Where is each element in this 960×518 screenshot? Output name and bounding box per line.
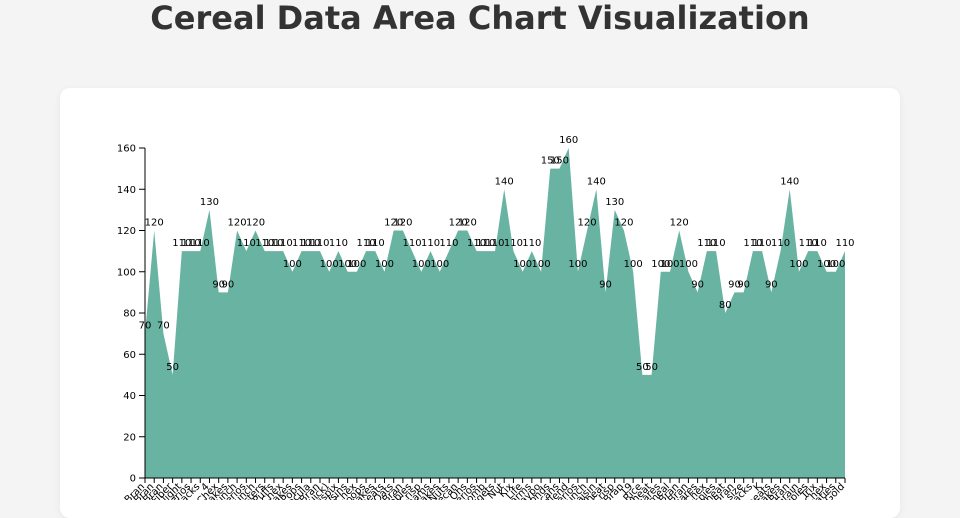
data-label: 110 bbox=[808, 238, 827, 249]
data-label: 100 bbox=[660, 259, 679, 270]
data-label: 160 bbox=[559, 135, 578, 146]
y-tick-label: 100 bbox=[117, 267, 136, 278]
data-label: 50 bbox=[166, 362, 179, 373]
data-label: 70 bbox=[157, 321, 170, 332]
data-label: 110 bbox=[743, 238, 762, 249]
data-label: 90 bbox=[737, 279, 750, 290]
data-label: 100 bbox=[679, 259, 698, 270]
chart-card: 0 20 40 60 80 100 120 140 160 Bran Bran Bran Fiber De… bbox=[60, 88, 900, 518]
data-label: 110 bbox=[329, 238, 348, 249]
y-tick-label: 120 bbox=[117, 226, 136, 237]
data-label: 100 bbox=[347, 259, 366, 270]
data-label: 120 bbox=[670, 218, 689, 229]
data-label: 150 bbox=[541, 156, 560, 167]
data-label: 90 bbox=[599, 279, 612, 290]
data-label: 110 bbox=[366, 238, 385, 249]
data-label: 120 bbox=[145, 218, 164, 229]
data-label: 100 bbox=[789, 259, 808, 270]
data-label: 110 bbox=[835, 238, 854, 249]
data-label: 110 bbox=[237, 238, 256, 249]
y-tick-label: 160 bbox=[117, 144, 136, 155]
data-label: 100 bbox=[338, 259, 357, 270]
data-label: 120 bbox=[578, 218, 597, 229]
data-label: 100 bbox=[430, 259, 449, 270]
data-label: 120 bbox=[384, 218, 403, 229]
data-label: 110 bbox=[476, 238, 495, 249]
x-axis: BranBranBranFiberDelightCheeriosJacks4Ch… bbox=[123, 477, 847, 500]
data-label: 110 bbox=[403, 238, 422, 249]
area-chart: 0 20 40 60 80 100 120 140 160 BranBranBranFiberDe… bbox=[117, 135, 855, 500]
data-label: 140 bbox=[780, 176, 799, 187]
y-tick-label: 80 bbox=[123, 309, 136, 320]
data-label: 110 bbox=[771, 238, 790, 249]
data-label: 100 bbox=[568, 259, 587, 270]
page-title: Cereal Data Area Chart Visualization bbox=[150, 0, 810, 37]
data-label: 50 bbox=[645, 362, 658, 373]
data-label: 90 bbox=[212, 279, 225, 290]
data-label: 110 bbox=[467, 238, 486, 249]
data-label: 110 bbox=[421, 238, 440, 249]
data-label: 90 bbox=[691, 279, 704, 290]
data-label: 120 bbox=[614, 218, 633, 229]
data-label: 150 bbox=[550, 156, 569, 167]
data-label: 110 bbox=[191, 238, 210, 249]
data-label: 100 bbox=[412, 259, 431, 270]
data-label: 110 bbox=[439, 238, 458, 249]
data-label: 120 bbox=[228, 218, 247, 229]
data-label: 80 bbox=[719, 300, 732, 311]
data-label: 90 bbox=[765, 279, 778, 290]
data-label: 100 bbox=[320, 259, 339, 270]
data-label: 90 bbox=[728, 279, 741, 290]
data-label: 100 bbox=[826, 259, 845, 270]
data-label: 110 bbox=[357, 238, 376, 249]
data-label: 120 bbox=[393, 218, 412, 229]
data-label: 100 bbox=[817, 259, 836, 270]
data-label: 130 bbox=[200, 197, 219, 208]
data-label: 130 bbox=[605, 197, 624, 208]
data-label: 110 bbox=[292, 238, 311, 249]
y-tick-label: 140 bbox=[117, 185, 136, 196]
data-label: 120 bbox=[449, 218, 468, 229]
y-tick-label: 20 bbox=[123, 432, 136, 443]
data-label: 120 bbox=[458, 218, 477, 229]
data-label: 110 bbox=[799, 238, 818, 249]
data-label: 140 bbox=[495, 176, 514, 187]
data-label: 100 bbox=[283, 259, 302, 270]
y-tick-label: 0 bbox=[130, 474, 136, 485]
data-labels: 7012070501101101101309090120110120110110… bbox=[139, 135, 855, 373]
data-label: 110 bbox=[255, 238, 274, 249]
data-label: 110 bbox=[172, 238, 191, 249]
data-label: 110 bbox=[522, 238, 541, 249]
data-label: 110 bbox=[504, 238, 523, 249]
y-tick-label: 60 bbox=[123, 350, 136, 361]
y-tick-label: 40 bbox=[123, 391, 136, 402]
data-label: 110 bbox=[707, 238, 726, 249]
data-label: 110 bbox=[274, 238, 293, 249]
data-label: 90 bbox=[222, 279, 235, 290]
data-label: 110 bbox=[182, 238, 201, 249]
y-axis: 0 20 40 60 80 100 120 140 160 bbox=[117, 144, 146, 485]
data-label: 110 bbox=[753, 238, 772, 249]
data-label: 100 bbox=[651, 259, 670, 270]
data-label: 110 bbox=[310, 238, 329, 249]
data-label: 110 bbox=[697, 238, 716, 249]
data-label: 100 bbox=[513, 259, 532, 270]
data-label: 110 bbox=[301, 238, 320, 249]
data-label: 70 bbox=[139, 321, 152, 332]
data-label: 100 bbox=[375, 259, 394, 270]
plot-area: 0 20 40 60 80 100 120 140 160 BranBranBranFiberDe… bbox=[117, 135, 855, 500]
data-label: 100 bbox=[532, 259, 551, 270]
data-label: 110 bbox=[485, 238, 504, 249]
data-label: 50 bbox=[636, 362, 649, 373]
data-label: 100 bbox=[624, 259, 643, 270]
data-label: 120 bbox=[246, 218, 265, 229]
data-label: 140 bbox=[587, 176, 606, 187]
area-series bbox=[145, 148, 845, 478]
data-label: 110 bbox=[264, 238, 283, 249]
